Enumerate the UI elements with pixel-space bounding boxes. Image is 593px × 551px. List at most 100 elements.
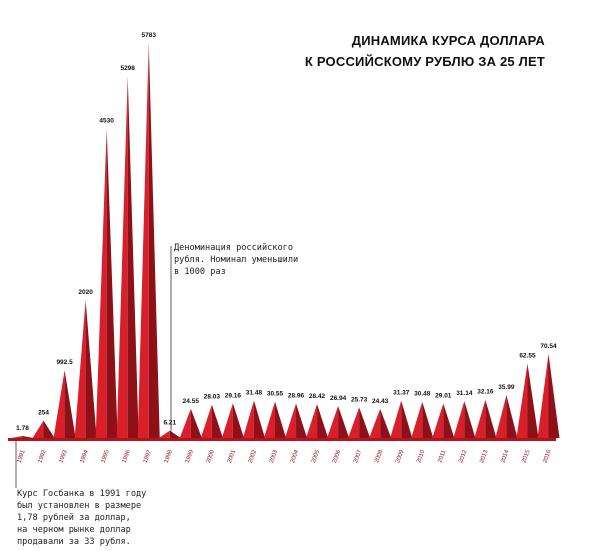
peak-face-dark	[85, 300, 97, 438]
peak-face-light	[390, 400, 402, 438]
chart-peaks	[8, 43, 560, 441]
peak-face-light	[116, 76, 128, 439]
peak-face-light	[11, 436, 23, 438]
peak-face-light	[242, 400, 254, 438]
peak-2007	[348, 407, 371, 438]
x-tick-1994: 1994	[80, 449, 90, 464]
peak-2006	[327, 405, 350, 438]
value-label-2014: 35.99	[498, 384, 515, 391]
peak-face-dark	[274, 401, 286, 438]
peak-face-dark	[506, 395, 518, 438]
peak-face-dark	[317, 404, 329, 438]
x-tick-1998: 1998	[164, 449, 174, 464]
peak-1991	[11, 436, 34, 438]
x-tick-2001: 2001	[227, 449, 237, 464]
peak-face-light	[369, 408, 381, 438]
chart-title-line-2: К РОССИЙСКОМУ РУБЛЮ ЗА 25 ЛЕТ	[304, 54, 545, 69]
value-label-1998: 6.21	[163, 420, 176, 427]
peak-face-dark	[338, 405, 350, 438]
peak-2000	[200, 404, 223, 438]
x-tick-2011: 2011	[437, 449, 447, 464]
peak-face-light	[137, 43, 149, 438]
peak-face-light	[74, 300, 86, 438]
x-tick-2007: 2007	[353, 449, 363, 464]
peak-face-light	[221, 403, 233, 438]
x-tick-2013: 2013	[479, 449, 489, 464]
denomination-note-line: Деноминация российского	[174, 243, 293, 253]
peak-face-light	[53, 370, 65, 438]
peak-1999	[179, 408, 202, 438]
peak-face-light	[432, 403, 444, 438]
peak-face-light	[348, 407, 360, 438]
peak-1995	[95, 128, 118, 438]
x-tick-1993: 1993	[59, 449, 69, 464]
peak-face-light	[516, 363, 528, 438]
x-tick-2002: 2002	[248, 449, 258, 464]
value-label-1997: 5783	[142, 32, 157, 39]
peak-face-light	[453, 400, 465, 438]
denomination-note-line: рубля. Номинал уменьшили	[174, 255, 299, 265]
value-label-1992: 254	[38, 410, 49, 417]
peak-2010	[411, 401, 434, 438]
peak-2008	[369, 408, 392, 438]
x-tick-1992: 1992	[37, 449, 47, 464]
x-tick-2000: 2000	[206, 449, 216, 464]
x-tick-2012: 2012	[458, 449, 468, 464]
peak-2015	[516, 363, 539, 438]
peak-face-light	[537, 354, 549, 438]
peak-face-dark	[211, 404, 223, 438]
peak-face-dark	[464, 400, 476, 438]
peak-face-light	[495, 395, 507, 438]
gosbank-note-line: Курс Госбанка в 1991 году	[17, 489, 147, 499]
peak-2001	[221, 403, 244, 438]
gosbank-note: Курс Госбанка в 1991 году был установлен…	[17, 488, 146, 548]
peak-face-dark	[380, 408, 392, 438]
peak-face-dark	[169, 430, 181, 438]
peak-1992	[32, 420, 55, 438]
value-label-2005: 28.42	[309, 393, 326, 400]
peak-face-dark	[127, 76, 139, 439]
value-label-2001: 29.16	[225, 392, 242, 399]
value-label-2011: 29.01	[435, 392, 452, 399]
peak-face-light	[263, 401, 275, 438]
value-label-2013: 32.16	[477, 389, 494, 396]
peak-face-dark	[232, 403, 244, 438]
chart-value-labels: 1.78 254 992.5 2020 4530 5298 5783 6.21 24.55 28.…	[16, 32, 557, 432]
peak-2004	[285, 403, 308, 438]
peak-face-dark	[106, 128, 118, 438]
peak-face-dark	[64, 370, 76, 438]
peak-face-light	[306, 404, 318, 438]
gosbank-note-line: продавали за 33 рубля.	[17, 537, 131, 547]
peak-2009	[390, 400, 413, 438]
value-label-2008: 24.43	[372, 398, 389, 405]
peak-face-light	[285, 403, 297, 438]
peak-face-dark	[548, 354, 560, 438]
value-label-2010: 30.48	[414, 391, 431, 398]
peak-1997	[137, 43, 160, 438]
peak-face-dark	[296, 403, 308, 438]
peak-face-light	[95, 128, 107, 438]
value-label-1991: 1.78	[16, 425, 29, 432]
chart-title-line-1: ДИНАМИКА КУРСА ДОЛЛАРА	[351, 33, 545, 48]
denomination-note-line: в 1000 раз	[174, 267, 226, 277]
peak-face-dark	[22, 436, 34, 438]
peak-face-dark	[527, 363, 539, 438]
x-tick-2010: 2010	[416, 449, 426, 464]
denomination-note: Деноминация российского рубля. Номинал у…	[174, 242, 298, 278]
peak-face-dark	[422, 401, 434, 438]
peak-2002	[242, 400, 265, 438]
value-label-1996: 5298	[120, 65, 135, 72]
peak-2013	[474, 399, 497, 438]
peak-2005	[306, 404, 329, 438]
value-label-2016: 70.54	[540, 343, 557, 350]
x-tick-1991: 1991	[16, 449, 26, 464]
peak-2011	[432, 403, 455, 438]
value-label-2007: 25.73	[351, 396, 368, 403]
peak-face-dark	[443, 403, 455, 438]
x-tick-2006: 2006	[332, 449, 342, 464]
value-label-2009: 31.37	[393, 390, 410, 397]
peak-1996	[116, 76, 139, 439]
value-label-1999: 24.55	[183, 398, 200, 405]
peak-face-light	[411, 401, 423, 438]
